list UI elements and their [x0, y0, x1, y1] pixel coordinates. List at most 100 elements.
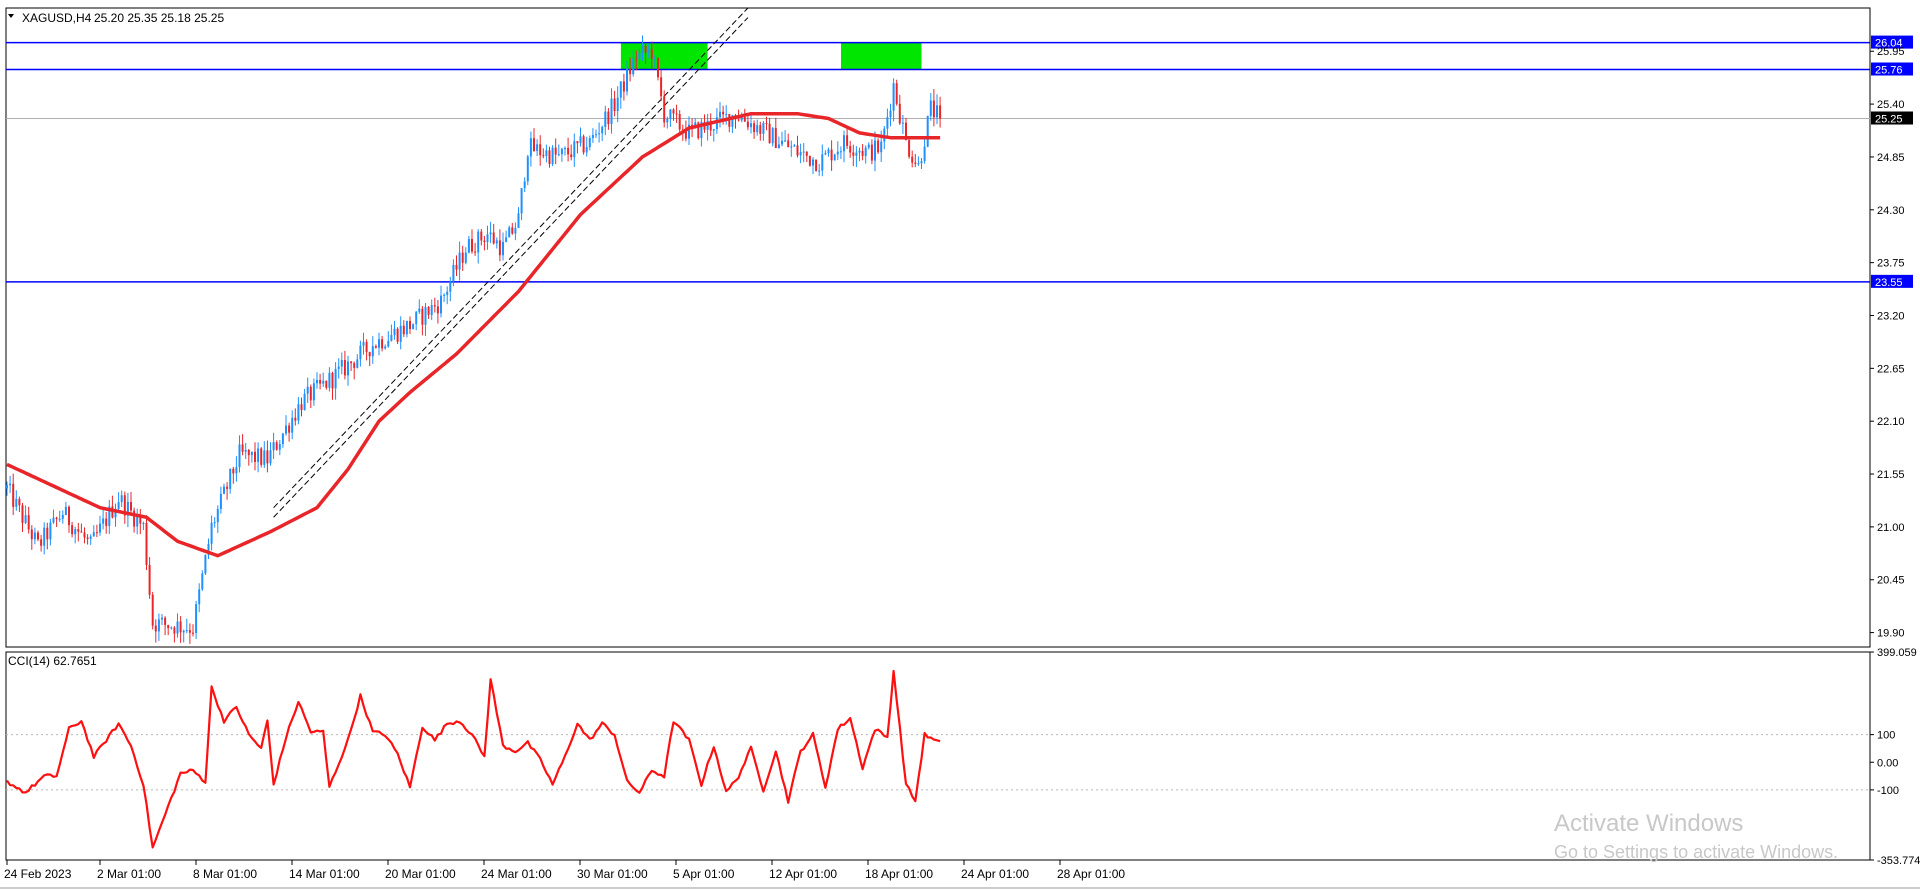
- price-tick-label: 23.75: [1877, 258, 1905, 270]
- candle-body: [560, 148, 563, 155]
- candle-body: [901, 122, 904, 124]
- candle-body: [195, 604, 198, 633]
- candle-body: [833, 154, 836, 161]
- price-level-tag: [1871, 62, 1913, 76]
- time-tick-label: 18 Apr 01:00: [865, 867, 933, 881]
- candle-body: [923, 146, 926, 162]
- candle-body: [303, 393, 306, 411]
- candle-body: [30, 529, 33, 540]
- trend-line[interactable]: [273, 17, 749, 518]
- candle-body: [759, 125, 762, 134]
- candle-body: [731, 115, 734, 127]
- candle-body: [207, 543, 210, 555]
- candle-body: [505, 237, 508, 242]
- candle-body: [415, 311, 418, 325]
- candle-body: [771, 127, 774, 144]
- candle-body: [278, 444, 281, 450]
- candle-body: [371, 346, 374, 357]
- candle-body: [263, 450, 266, 465]
- candle-body: [440, 295, 442, 314]
- candle-body: [250, 451, 253, 456]
- candle-body: [502, 241, 504, 256]
- price-tick-label: 25.95: [1877, 46, 1905, 58]
- price-level-value: 23.55: [1875, 277, 1903, 289]
- candle-body: [241, 444, 244, 452]
- candle-body: [405, 320, 408, 335]
- current-price-tag: [1871, 111, 1913, 125]
- price-panel[interactable]: [5, 7, 1871, 648]
- candle-body: [418, 308, 421, 312]
- candle-body: [787, 140, 790, 148]
- candle-body: [467, 238, 470, 253]
- candle-body: [461, 252, 464, 263]
- cci-series: [6, 669, 1870, 849]
- time-tick-label: 8 Mar 01:00: [193, 867, 257, 881]
- candle-body: [632, 58, 635, 75]
- candle-body: [325, 380, 328, 388]
- candle-body: [523, 181, 526, 189]
- horizontal-levels[interactable]: 26.04 25.76 23.55: [6, 35, 1913, 289]
- candle-body: [762, 122, 765, 134]
- candle-body: [223, 486, 225, 494]
- cci-panel[interactable]: [5, 651, 1871, 861]
- trend-channel[interactable]: [273, 7, 749, 518]
- candle-body: [508, 227, 511, 238]
- candle-body: [790, 146, 793, 148]
- candle-body: [805, 151, 808, 156]
- candle-body: [201, 573, 204, 590]
- candle-body: [641, 45, 644, 53]
- candle-body: [905, 122, 907, 141]
- candle-body: [213, 522, 216, 524]
- candle-body: [142, 523, 145, 525]
- candle-body: [92, 532, 95, 537]
- price-plot-area[interactable]: [5, 7, 1871, 648]
- candle-body: [108, 506, 111, 526]
- candle-body: [145, 523, 148, 565]
- candle-body: [33, 532, 36, 540]
- candle-body: [855, 152, 858, 156]
- candle-body: [117, 502, 120, 509]
- candle-body: [430, 305, 433, 315]
- candle-body: [170, 627, 173, 629]
- cci-tick-label: 100: [1877, 730, 1895, 742]
- candle-body: [926, 115, 929, 147]
- time-tick-label: 30 Mar 01:00: [577, 867, 648, 881]
- candle-body: [796, 145, 799, 156]
- candle-body: [663, 96, 666, 123]
- cci-plot-area[interactable]: [5, 651, 1871, 861]
- candle-body: [880, 141, 883, 153]
- candle-body: [229, 468, 232, 489]
- candle-body: [684, 131, 687, 139]
- candle-body: [520, 188, 523, 214]
- candle-body: [545, 150, 548, 157]
- candle-body: [86, 537, 89, 539]
- price-tick-label: 23.20: [1877, 310, 1905, 322]
- candle-body: [374, 346, 377, 348]
- trend-line[interactable]: [273, 7, 749, 509]
- candle-body: [660, 77, 663, 97]
- time-axis: 24 Feb 2023 2 Mar 01:00 8 Mar 01:00 14 Mar …: [0, 860, 1920, 889]
- candle-body: [474, 251, 477, 253]
- candle-body: [347, 361, 349, 376]
- candle-body: [514, 227, 517, 234]
- candle-body: [387, 340, 390, 347]
- candle-body: [836, 151, 839, 155]
- candle-body: [436, 306, 439, 314]
- candle-body: [198, 589, 201, 605]
- candle-body: [601, 126, 604, 134]
- candle-body: [433, 305, 436, 307]
- candle-body: [260, 448, 263, 465]
- candle-body: [216, 508, 219, 523]
- candle-body: [712, 129, 715, 131]
- candle-body: [669, 109, 672, 119]
- price-axis: 25.95 25.40 24.85 24.30 23.75 23.20 22.65 22.10…: [1870, 46, 1913, 640]
- price-level-tag: [1871, 35, 1913, 49]
- chevron-down-icon[interactable]: [8, 14, 14, 18]
- candle-body: [337, 366, 340, 369]
- candle-body: [130, 501, 132, 511]
- candle-body: [269, 450, 272, 464]
- price-level-value: 25.76: [1875, 64, 1903, 76]
- candle-body: [644, 45, 647, 53]
- price-tick-label: 19.90: [1877, 628, 1905, 640]
